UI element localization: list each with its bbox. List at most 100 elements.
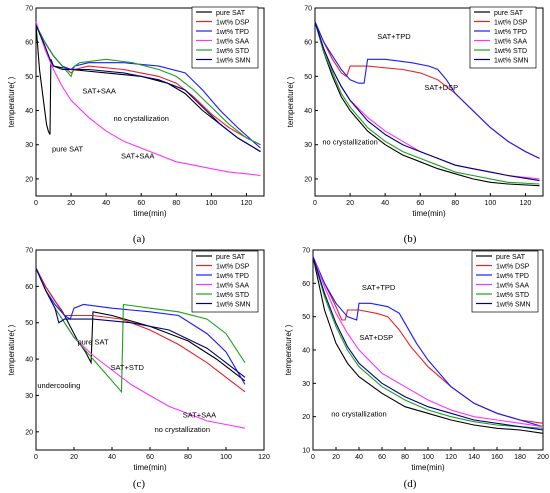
- legend-entry: pure SAT: [216, 254, 246, 261]
- legend-entry: 1wt% TPD: [216, 273, 249, 280]
- x-tick-label: 0: [313, 200, 317, 207]
- annotation-label: pure SAT: [52, 145, 84, 154]
- x-tick-label: 40: [102, 200, 110, 207]
- series-line: [312, 256, 544, 434]
- y-tick-label: 50: [25, 74, 33, 81]
- annotation-label: no crystallization: [331, 410, 386, 419]
- y-tick-label: 70: [25, 248, 33, 255]
- y-tick-label: 70: [302, 248, 310, 255]
- series-line: [312, 256, 544, 428]
- x-tick-label: 80: [184, 454, 192, 461]
- series-line: [312, 256, 544, 431]
- legend: pure SAT 1wt% DSP 1wt% TPD 1wt% SAA 1wt% STD…: [471, 250, 539, 313]
- annotation-label: SAT+STD: [110, 363, 144, 372]
- series-line: [35, 267, 246, 393]
- legend-entry: 1wt% TPD: [216, 29, 249, 36]
- annotation-label: SAT+DSP: [424, 83, 458, 92]
- series-line: [35, 267, 246, 378]
- legend-entry: 1wt% SAA: [216, 283, 249, 290]
- legend-entry: 1wt% SMN: [216, 302, 251, 309]
- annotation-label: no crystallization: [114, 114, 169, 123]
- legend-entry: 1wt% STD: [216, 292, 249, 299]
- x-tick-label: 60: [378, 454, 386, 461]
- chart-panel: 0 20 40 60 80 100 120 20 30 40 50 60 70 time(min) temp…: [7, 6, 265, 245]
- annotation-label: SAT+DSP: [359, 333, 393, 342]
- x-tick-label: 200: [537, 454, 549, 461]
- x-tick-label: 140: [468, 454, 480, 461]
- y-tick-label: 10: [302, 448, 310, 455]
- legend-entry: 1wt% STD: [496, 292, 529, 299]
- legend-entry: 1wt% DSP: [494, 20, 528, 27]
- x-tick-label: 20: [346, 200, 354, 207]
- y-tick-label: 40: [25, 108, 33, 115]
- y-tick-label: 60: [25, 40, 33, 47]
- x-tick-label: 40: [355, 454, 363, 461]
- x-tick-label: 60: [416, 200, 424, 207]
- legend: pure SAT 1wt% DSP 1wt% TPD 1wt% SAA 1wt% STD…: [469, 6, 537, 69]
- y-tick-label: 20: [302, 414, 310, 421]
- y-tick-label: 20: [25, 176, 33, 183]
- x-tick-label: 100: [220, 454, 232, 461]
- x-tick-label: 80: [451, 200, 459, 207]
- legend-entry: 1wt% TPD: [496, 273, 529, 280]
- legend-entry: 1wt% SMN: [494, 58, 529, 65]
- legend-box: [191, 250, 259, 313]
- y-axis-label: temperature( ): [286, 76, 295, 127]
- x-tick-label: 100: [206, 200, 218, 207]
- y-tick-label: 60: [304, 40, 312, 47]
- legend-entry: pure SAT: [496, 254, 526, 261]
- series-line: [312, 256, 544, 429]
- y-tick-label: 30: [302, 381, 310, 388]
- y-tick-label: 40: [25, 357, 33, 364]
- y-tick-label: 60: [302, 281, 310, 288]
- panel-caption: (a): [133, 233, 146, 245]
- y-tick-label: 50: [304, 74, 312, 81]
- x-tick-label: 120: [241, 200, 253, 207]
- legend-entry: 1wt% DSP: [216, 264, 250, 271]
- annotation-label: undercooling: [37, 381, 80, 390]
- x-tick-label: 100: [485, 200, 497, 207]
- series-line: [312, 256, 544, 428]
- annotation-label: pure SAT: [77, 338, 109, 347]
- legend-entry: 1wt% TPD: [494, 29, 527, 36]
- x-tick-label: 160: [491, 454, 503, 461]
- annotation-label: SAT+SAA: [183, 410, 216, 419]
- y-tick-label: 30: [304, 142, 312, 149]
- legend: pure SAT 1wt% DSP 1wt% TPD 1wt% SAA 1wt% STD…: [191, 250, 259, 313]
- legend-entry: 1wt% SMN: [496, 302, 531, 309]
- legend-entry: 1wt% STD: [216, 48, 249, 55]
- panel-caption: (c): [133, 478, 146, 490]
- series-line: [314, 21, 540, 182]
- y-tick-label: 70: [25, 6, 33, 13]
- annotation-label: no crystallization: [155, 425, 210, 434]
- chart-panel: 0 20 40 60 80 100 120 20 30 40 50 60 70 time(min) temp…: [7, 248, 270, 491]
- x-tick-label: 20: [332, 454, 340, 461]
- legend-box: [469, 6, 537, 69]
- legend-entry: pure SAT: [494, 10, 524, 17]
- legend-entry: 1wt% SMN: [216, 58, 251, 65]
- legend-entry: 1wt% DSP: [496, 264, 530, 271]
- x-tick-label: 120: [520, 200, 532, 207]
- x-tick-label: 0: [34, 454, 38, 461]
- x-axis-label: time(min): [412, 209, 446, 218]
- series-line: [35, 267, 246, 394]
- x-tick-label: 40: [108, 454, 116, 461]
- x-tick-label: 60: [137, 200, 145, 207]
- annotation-label: SAT+SAA: [121, 151, 154, 160]
- series-line: [314, 21, 540, 187]
- y-axis-label: temperature( ): [7, 76, 16, 127]
- legend-entry: 1wt% DSP: [216, 20, 250, 27]
- y-tick-label: 30: [25, 142, 33, 149]
- plot-frame: [314, 7, 544, 197]
- series-line: [35, 24, 261, 146]
- series-line: [35, 24, 261, 153]
- legend-entry: 1wt% STD: [494, 48, 527, 55]
- y-tick-label: 50: [302, 314, 310, 321]
- x-tick-label: 80: [172, 200, 180, 207]
- y-tick-label: 60: [25, 284, 33, 291]
- x-tick-label: 180: [514, 454, 526, 461]
- y-tick-label: 20: [25, 429, 33, 436]
- y-tick-label: 70: [304, 6, 312, 13]
- x-axis-label: time(min): [133, 463, 167, 472]
